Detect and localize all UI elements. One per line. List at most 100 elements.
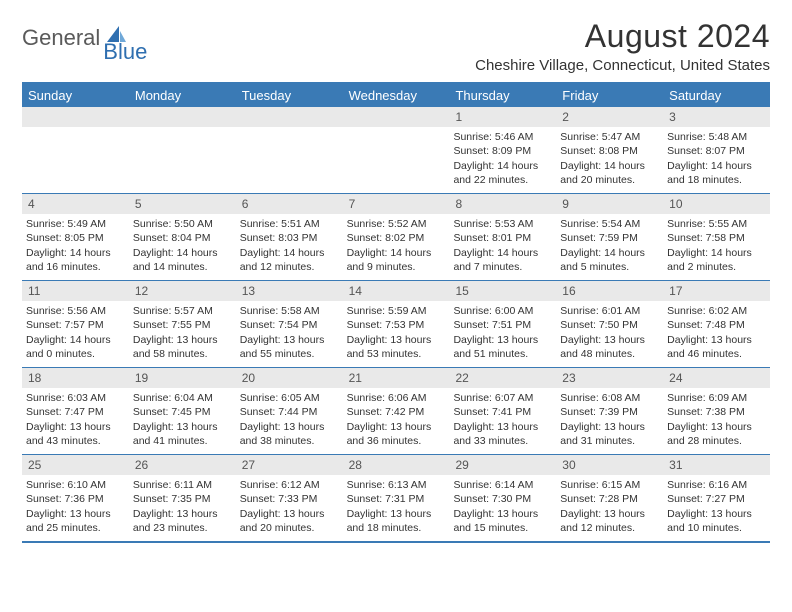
sunrise-line: Sunrise: 5:50 AM — [133, 217, 232, 231]
sunset-line: Sunset: 7:39 PM — [560, 405, 659, 419]
daylight-line: Daylight: 14 hours and 0 minutes. — [26, 333, 125, 361]
day-number: 6 — [236, 194, 343, 214]
sunset-line: Sunset: 8:04 PM — [133, 231, 232, 245]
day-cell: 23Sunrise: 6:08 AMSunset: 7:39 PMDayligh… — [556, 368, 663, 454]
day-number: 26 — [129, 455, 236, 475]
daylight-line: Daylight: 14 hours and 18 minutes. — [667, 159, 766, 187]
sunrise-line: Sunrise: 6:09 AM — [667, 391, 766, 405]
sunset-line: Sunset: 7:50 PM — [560, 318, 659, 332]
dow-friday: Friday — [556, 84, 663, 107]
day-cell: 14Sunrise: 5:59 AMSunset: 7:53 PMDayligh… — [343, 281, 450, 367]
daylight-line: Daylight: 14 hours and 14 minutes. — [133, 246, 232, 274]
day-cell: 22Sunrise: 6:07 AMSunset: 7:41 PMDayligh… — [449, 368, 556, 454]
sunset-line: Sunset: 7:54 PM — [240, 318, 339, 332]
day-number: 3 — [663, 107, 770, 127]
daylight-line: Daylight: 13 hours and 51 minutes. — [453, 333, 552, 361]
week-row: 4Sunrise: 5:49 AMSunset: 8:05 PMDaylight… — [22, 194, 770, 281]
day-number: 4 — [22, 194, 129, 214]
daylight-line: Daylight: 13 hours and 33 minutes. — [453, 420, 552, 448]
daylight-line: Daylight: 14 hours and 20 minutes. — [560, 159, 659, 187]
day-cell: 13Sunrise: 5:58 AMSunset: 7:54 PMDayligh… — [236, 281, 343, 367]
daylight-line: Daylight: 13 hours and 36 minutes. — [347, 420, 446, 448]
sunrise-line: Sunrise: 6:02 AM — [667, 304, 766, 318]
sunrise-line: Sunrise: 5:52 AM — [347, 217, 446, 231]
day-empty — [129, 107, 236, 193]
daylight-line: Daylight: 13 hours and 48 minutes. — [560, 333, 659, 361]
sunset-line: Sunset: 7:28 PM — [560, 492, 659, 506]
day-number — [343, 107, 450, 127]
dow-wednesday: Wednesday — [343, 84, 450, 107]
sunset-line: Sunset: 8:01 PM — [453, 231, 552, 245]
sunrise-line: Sunrise: 5:47 AM — [560, 130, 659, 144]
day-number: 22 — [449, 368, 556, 388]
calendar-page: General Blue August 2024 Cheshire Villag… — [0, 0, 792, 543]
day-number: 24 — [663, 368, 770, 388]
daylight-line: Daylight: 13 hours and 43 minutes. — [26, 420, 125, 448]
day-cell: 8Sunrise: 5:53 AMSunset: 8:01 PMDaylight… — [449, 194, 556, 280]
daylight-line: Daylight: 13 hours and 18 minutes. — [347, 507, 446, 535]
day-cell: 20Sunrise: 6:05 AMSunset: 7:44 PMDayligh… — [236, 368, 343, 454]
sunset-line: Sunset: 7:47 PM — [26, 405, 125, 419]
day-number: 16 — [556, 281, 663, 301]
sunrise-line: Sunrise: 6:14 AM — [453, 478, 552, 492]
day-number: 23 — [556, 368, 663, 388]
day-number: 29 — [449, 455, 556, 475]
sunrise-line: Sunrise: 6:12 AM — [240, 478, 339, 492]
day-of-week-row: SundayMondayTuesdayWednesdayThursdayFrid… — [22, 84, 770, 107]
day-cell: 5 Sunrise: 5:50 AMSunset: 8:04 PMDaylight… — [129, 194, 236, 280]
day-cell: 9Sunrise: 5:54 AMSunset: 7:59 PMDaylight… — [556, 194, 663, 280]
day-cell: 1Sunrise: 5:46 AMSunset: 8:09 PMDaylight… — [449, 107, 556, 193]
dow-sunday: Sunday — [22, 84, 129, 107]
day-number: 25 — [22, 455, 129, 475]
sunset-line: Sunset: 8:03 PM — [240, 231, 339, 245]
day-number — [22, 107, 129, 127]
day-number: 19 — [129, 368, 236, 388]
day-cell: 18Sunrise: 6:03 AMSunset: 7:47 PMDayligh… — [22, 368, 129, 454]
daylight-line: Daylight: 13 hours and 20 minutes. — [240, 507, 339, 535]
week-row: 18Sunrise: 6:03 AMSunset: 7:47 PMDayligh… — [22, 368, 770, 455]
day-cell: 11Sunrise: 5:56 AMSunset: 7:57 PMDayligh… — [22, 281, 129, 367]
daylight-line: Daylight: 14 hours and 9 minutes. — [347, 246, 446, 274]
day-cell: 31Sunrise: 6:16 AMSunset: 7:27 PMDayligh… — [663, 455, 770, 541]
daylight-line: Daylight: 14 hours and 2 minutes. — [667, 246, 766, 274]
sunset-line: Sunset: 7:38 PM — [667, 405, 766, 419]
daylight-line: Daylight: 14 hours and 7 minutes. — [453, 246, 552, 274]
sunset-line: Sunset: 7:53 PM — [347, 318, 446, 332]
day-empty — [236, 107, 343, 193]
sunset-line: Sunset: 7:45 PM — [133, 405, 232, 419]
brand-blue: Blue — [103, 39, 147, 65]
sunrise-line: Sunrise: 6:07 AM — [453, 391, 552, 405]
sunrise-line: Sunrise: 6:13 AM — [347, 478, 446, 492]
daylight-line: Daylight: 14 hours and 16 minutes. — [26, 246, 125, 274]
sunrise-line: Sunrise: 6:15 AM — [560, 478, 659, 492]
day-cell: 19Sunrise: 6:04 AMSunset: 7:45 PMDayligh… — [129, 368, 236, 454]
day-number: 28 — [343, 455, 450, 475]
sunrise-line: Sunrise: 5:56 AM — [26, 304, 125, 318]
day-empty — [343, 107, 450, 193]
sunrise-line: Sunrise: 5:53 AM — [453, 217, 552, 231]
dow-monday: Monday — [129, 84, 236, 107]
sunrise-line: Sunrise: 6:11 AM — [133, 478, 232, 492]
sunset-line: Sunset: 7:42 PM — [347, 405, 446, 419]
daylight-line: Daylight: 13 hours and 46 minutes. — [667, 333, 766, 361]
daylight-line: Daylight: 14 hours and 5 minutes. — [560, 246, 659, 274]
sunset-line: Sunset: 7:30 PM — [453, 492, 552, 506]
daylight-line: Daylight: 13 hours and 10 minutes. — [667, 507, 766, 535]
daylight-line: Daylight: 13 hours and 12 minutes. — [560, 507, 659, 535]
day-cell: 6Sunrise: 5:51 AMSunset: 8:03 PMDaylight… — [236, 194, 343, 280]
day-number: 13 — [236, 281, 343, 301]
sunrise-line: Sunrise: 6:00 AM — [453, 304, 552, 318]
sunrise-line: Sunrise: 5:51 AM — [240, 217, 339, 231]
location-text: Cheshire Village, Connecticut, United St… — [475, 57, 770, 74]
daylight-line: Daylight: 13 hours and 58 minutes. — [133, 333, 232, 361]
sunrise-line: Sunrise: 5:55 AM — [667, 217, 766, 231]
week-row: 1Sunrise: 5:46 AMSunset: 8:09 PMDaylight… — [22, 107, 770, 194]
day-number: 5 — [129, 194, 236, 214]
day-number: 11 — [22, 281, 129, 301]
sunset-line: Sunset: 8:07 PM — [667, 144, 766, 158]
day-number: 20 — [236, 368, 343, 388]
day-cell: 3Sunrise: 5:48 AMSunset: 8:07 PMDaylight… — [663, 107, 770, 193]
day-cell: 21Sunrise: 6:06 AMSunset: 7:42 PMDayligh… — [343, 368, 450, 454]
daylight-line: Daylight: 13 hours and 55 minutes. — [240, 333, 339, 361]
sunset-line: Sunset: 8:05 PM — [26, 231, 125, 245]
